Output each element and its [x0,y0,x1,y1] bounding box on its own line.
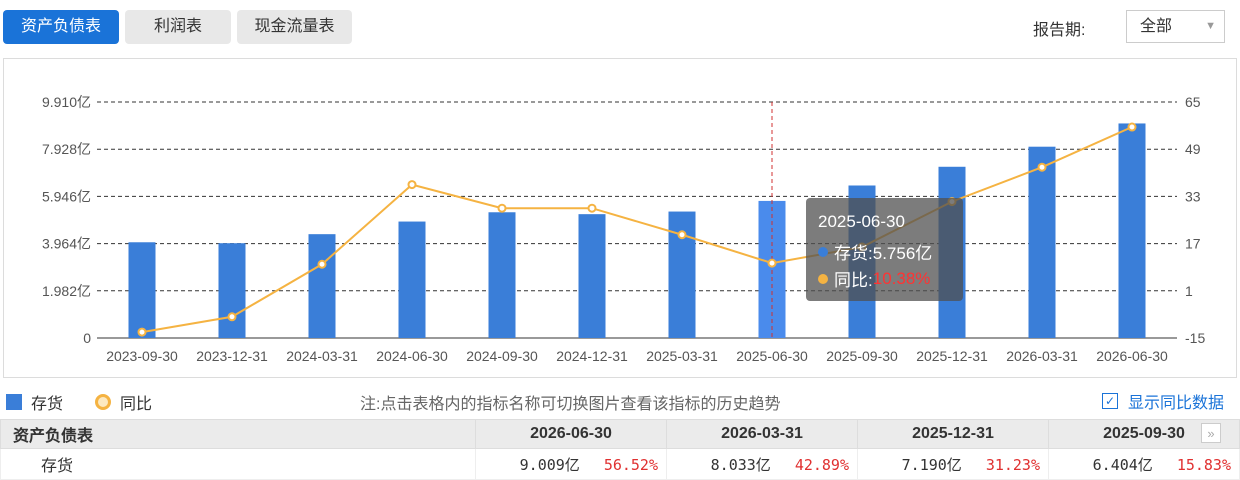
x-tick-label: 2024-12-31 [556,348,628,364]
x-tick-label: 2025-09-30 [826,348,898,364]
left-tick-label: 7.928亿 [42,141,91,157]
tooltip-row-yoy: 同比: 10.38% [818,265,963,292]
table-column-header: 2026-03-31 [666,419,858,449]
table-header-row: 资产负债表 2026-06-30 2026-03-31 2025-12-31 2… [0,419,1240,449]
table-cell: 6.404亿 15.83% [1048,448,1240,480]
show-yoy-label: 显示同比数据 [1128,395,1225,412]
yoy-point [227,312,237,322]
table-header-title: 资产负债表 [0,419,476,449]
tab-balance-sheet[interactable]: 资产负债表 [3,10,119,44]
tab-income-statement[interactable]: 利润表 [125,10,231,44]
bar [488,212,516,338]
yoy-point [677,230,687,240]
checkbox-icon[interactable]: ✓ [1102,393,1118,409]
right-tick-label: 1 [1185,283,1193,299]
bar [128,242,156,338]
cell-yoy: 31.23% [985,455,1040,474]
x-tick-label: 2024-06-30 [376,348,448,364]
yoy-point [317,259,327,269]
legend-item-yoy[interactable]: 同比 [120,396,153,413]
x-tick-label: 2025-12-31 [916,348,988,364]
chart-note: 注:点击表格内的指标名称可切换图片查看该指标的历史趋势 [360,396,781,413]
bar [398,221,426,338]
bar [218,243,246,338]
tooltip-value: 5.756亿 [872,244,933,263]
x-tick-label: 2024-09-30 [466,348,538,364]
table-column-header: 2026-06-30 [475,419,667,449]
cell-yoy: 15.83% [1176,455,1231,474]
tab-cash-flow[interactable]: 现金流量表 [237,10,352,44]
tooltip-value: 10.38% [872,268,931,288]
left-tick-label: 5.946亿 [42,188,91,204]
legend-item-inventory[interactable]: 存货 [31,396,64,413]
yoy-point [1127,122,1137,132]
yoy-point [587,203,597,213]
x-tick-label: 2026-03-31 [1006,348,1078,364]
series-dot-icon [818,246,828,257]
period-select[interactable]: 全部 ▼ [1126,10,1225,43]
cell-value: 9.009亿 [519,455,580,474]
cell-value: 6.404亿 [1092,455,1153,474]
balance-sheet-table: 资产负债表 2026-06-30 2026-03-31 2025-12-31 2… [0,419,1240,480]
x-tick-label: 2026-06-30 [1096,348,1168,364]
yoy-point [497,203,507,213]
show-yoy-toggle[interactable]: ✓ 显示同比数据 [1102,389,1224,413]
yoy-point [767,258,777,268]
right-tick-label: 17 [1185,236,1201,252]
tooltip-row-inventory: 存货: 5.756亿 [818,238,963,265]
left-tick-label: 9.910亿 [42,94,91,110]
cell-value: 7.190亿 [901,455,962,474]
left-tick-label: 1.982亿 [42,283,91,299]
right-tick-label: -15 [1185,330,1205,346]
chart-tooltip: 2025-06-30 存货: 5.756亿 同比: 10.38% [806,198,963,301]
tooltip-label: 存货: [834,244,873,263]
chart-container: 0 -15 1.982亿 1 3.964亿 17 5.946亿 33 7.928亿 49 9.910… [3,58,1237,378]
statement-tabs: 资产负债表 利润表 现金流量表 [3,10,352,44]
bar [1118,123,1146,338]
tooltip-label: 同比: [834,271,873,290]
cell-yoy: 42.89% [794,455,849,474]
period-selected-value: 全部 [1140,18,1173,35]
yoy-point [137,327,147,337]
period-label: 报告期: [1033,22,1086,39]
right-tick-label: 65 [1185,94,1201,110]
x-tick-label: 2025-03-31 [646,348,718,364]
table-column-header: 2025-12-31 [857,419,1049,449]
left-tick-label: 0 [83,330,91,346]
table-cell: 9.009亿 56.52% [475,448,667,480]
yoy-point [407,180,417,190]
yoy-point [1037,162,1047,172]
chevron-down-icon: ▼ [1205,20,1216,32]
bar [578,214,606,338]
next-columns-button[interactable]: » [1201,423,1221,443]
table-cell: 8.033亿 42.89% [666,448,858,480]
right-tick-label: 33 [1185,188,1201,204]
line-legend-icon [95,394,112,410]
row-metric-name[interactable]: 存货 [0,448,476,480]
x-tick-label: 2023-12-31 [196,348,268,364]
bar [1028,146,1056,338]
inventory-chart: 0 -15 1.982亿 1 3.964亿 17 5.946亿 33 7.928亿 49 9.910… [42,94,1205,364]
left-tick-label: 3.964亿 [42,236,91,252]
table-row: 存货 9.009亿 56.52% 8.033亿 42.89% 7.190亿 31.23… [0,448,1240,480]
x-tick-label: 2025-06-30 [736,348,808,364]
chart-legend: 存货 同比 [6,390,152,414]
x-tick-label: 2024-03-31 [286,348,358,364]
x-tick-label: 2023-09-30 [106,348,178,364]
table-cell: 7.190亿 31.23% [857,448,1049,480]
bar [308,234,336,338]
cell-yoy: 56.52% [603,455,658,474]
series-dot-icon [818,273,828,284]
right-tick-label: 49 [1185,141,1201,157]
yoy-line [141,126,1133,334]
bar-legend-icon [6,394,22,410]
cell-value: 8.033亿 [710,455,771,474]
tooltip-date: 2025-06-30 [818,212,905,231]
